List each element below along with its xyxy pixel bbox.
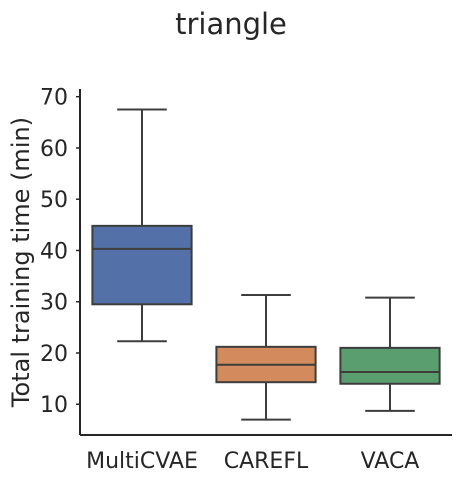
y-tick-label: 20 <box>40 342 68 367</box>
y-tick-label: 60 <box>40 137 68 162</box>
iqr-box <box>339 346 441 385</box>
y-tick-label: 40 <box>40 239 68 264</box>
iqr-box <box>91 224 193 306</box>
box-carefl <box>215 294 317 421</box>
x-tick-label: VACA <box>361 449 420 474</box>
x-tick-label: MultiCVAE <box>86 449 198 474</box>
chart-title: triangle <box>175 7 287 41</box>
x-ticks: MultiCVAE CAREFL VACA <box>86 449 419 474</box>
x-tick-label: CAREFL <box>224 449 309 474</box>
y-tick-label: 70 <box>40 86 68 111</box>
y-axis-label: Total training time (min) <box>7 117 35 408</box>
y-tick-label: 10 <box>40 393 68 418</box>
y-ticks: 10 20 30 40 50 60 70 <box>40 86 80 418</box>
box-vaca <box>339 296 441 412</box>
boxplots <box>91 108 441 421</box>
box-multicvae <box>91 108 193 343</box>
y-tick-label: 30 <box>40 291 68 316</box>
y-tick-label: 50 <box>40 188 68 213</box>
